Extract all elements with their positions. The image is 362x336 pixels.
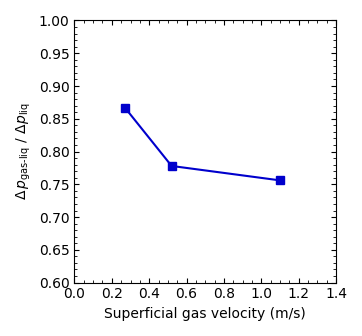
Y-axis label: $\Delta\,p_\mathrm{gas\text{-}liq}\ /\ \Delta p_\mathrm{liq}$: $\Delta\,p_\mathrm{gas\text{-}liq}\ /\ \…	[15, 102, 33, 201]
X-axis label: Superficial gas velocity (m/s): Superficial gas velocity (m/s)	[104, 307, 306, 321]
